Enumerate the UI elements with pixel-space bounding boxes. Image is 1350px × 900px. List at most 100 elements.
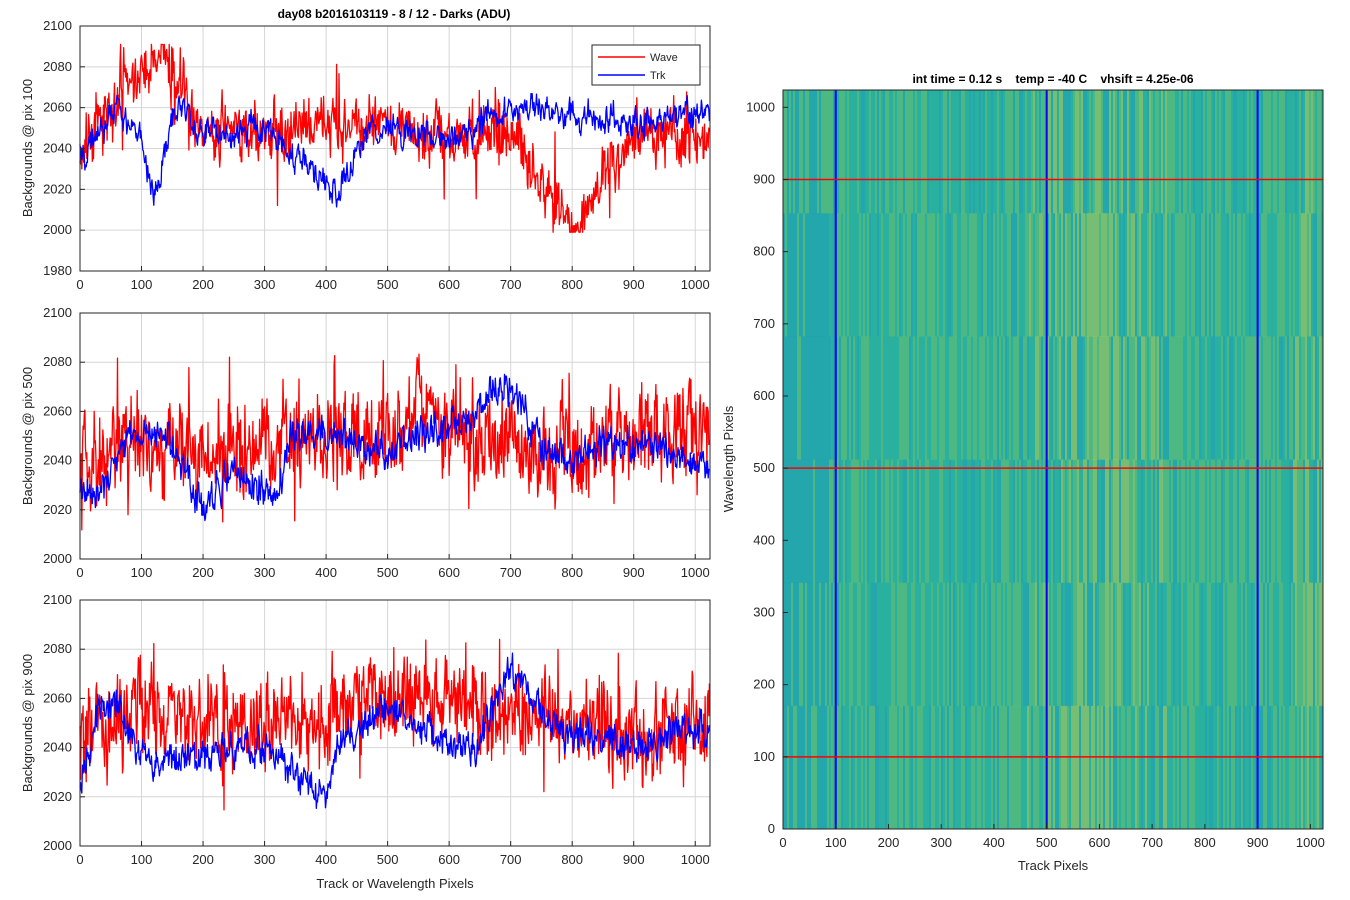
heatmap-streak [1185,213,1187,337]
heatmap-streak [857,90,859,214]
heatmap-streak [1289,459,1291,584]
heatmap-streak [1093,582,1095,707]
heatmap-streak [933,213,935,337]
heatmap-streak [1313,459,1315,584]
heatmap-streak [931,582,933,707]
heatmap-streak [881,459,883,584]
heatmap-streak [917,336,919,460]
heatmap-streak [899,582,901,707]
heatmap-streak [799,336,801,460]
y-tick-label: 2020 [43,502,72,517]
heatmap-streak [981,582,983,707]
heatmap-streak [1289,90,1291,214]
heatmap-streak [885,459,887,584]
heatmap-streak [849,90,851,214]
heatmap-streak [1315,90,1317,214]
heatmap-streak [979,90,981,214]
heatmap-streak [893,582,895,707]
heatmap-streak [1043,213,1045,337]
heatmap-streak [889,213,891,337]
heatmap-streak [969,705,971,830]
heatmap-streak [1087,582,1089,707]
heatmap-streak [1177,582,1179,707]
x-tick-label: 700 [500,852,522,867]
heatmap-streak [1221,336,1223,460]
heatmap-streak [1209,213,1211,337]
heatmap-streak [1143,582,1145,707]
heatmap-streak [921,213,923,337]
heatmap-streak [1025,213,1027,337]
heatmap-streak [1145,90,1147,214]
heatmap-streak [797,459,799,584]
heatmap-streak [949,90,951,214]
heatmap-streak [1321,213,1323,337]
heatmap-streak [889,582,891,707]
heatmap-streak [1319,459,1321,584]
heatmap-streak [1033,336,1035,460]
heatmap-streak [981,705,983,830]
heatmap-streak [1013,582,1015,707]
heatmap-streak [1049,582,1051,707]
heatmap-streak [1029,336,1031,460]
ticks-pix-500: 0 100 200 300 400 500 600 700 800 900 100020002020… [43,305,710,580]
x-tick-label: 100 [825,835,847,850]
heatmap-streak [1019,213,1021,337]
heatmap-streak [1225,213,1227,337]
heatmap-streak [1055,582,1057,707]
heatmap-streak [897,705,899,830]
series-line-wave [79,43,711,233]
heatmap-streak [957,705,959,830]
heatmap-streak [1013,213,1015,337]
heatmap-streak [1105,705,1107,830]
heatmap-streak [1113,459,1115,584]
heatmap-streak [885,213,887,337]
heatmap-streak [817,582,819,707]
heatmap-streak [937,582,939,707]
heatmap-streak [1157,336,1159,460]
heatmap-streak [1113,336,1115,460]
heatmap-streak [1205,582,1207,707]
heatmap-streak [819,705,821,830]
heatmap-streak [1005,213,1007,337]
heatmap-streak [1163,705,1165,830]
heatmap-streak [1101,582,1103,707]
heatmap-streak [1243,213,1245,337]
heatmap-streak [1261,213,1263,337]
heatmap-streak [1137,90,1139,214]
heatmap-streak [977,705,979,830]
heatmap-streak [865,213,867,337]
heatmap-streak [801,459,803,584]
heatmap-streak [1035,336,1037,460]
heatmap-streak [1167,336,1169,460]
heatmap-streak [1027,336,1029,460]
heatmap-streak [1309,336,1311,460]
heatmap-streak [1057,213,1059,337]
x-tick-label: 500 [377,277,399,292]
heatmap-streak [873,582,875,707]
heatmap-streak [917,705,919,830]
heatmap-streak [855,213,857,337]
heatmap-streak [1161,336,1163,460]
heatmap-streak [845,705,847,830]
heatmap-streak [933,705,935,830]
heatmap-streak [1149,459,1151,584]
heatmap-streak [929,336,931,460]
heatmap-streak [1195,705,1197,830]
heatmap-streak [1111,213,1113,337]
heatmap-streak [1003,336,1005,460]
heatmap-streak [933,582,935,707]
series-pix-900 [79,638,711,811]
heatmap-streak [887,213,889,337]
heatmap-streak [871,90,873,214]
heatmap-streak [871,582,873,707]
heatmap-streak [1165,705,1167,830]
heatmap-streak [1155,582,1157,707]
heatmap-streak [1219,336,1221,460]
heatmap-streak [1099,582,1101,707]
heatmap-streak [809,582,811,707]
heatmap-overlay-lines [783,90,1323,829]
heatmap-streak [1213,90,1215,214]
heatmap-streak [1029,705,1031,830]
heatmap-streak [1221,90,1223,214]
heatmap-streak [1253,582,1255,707]
